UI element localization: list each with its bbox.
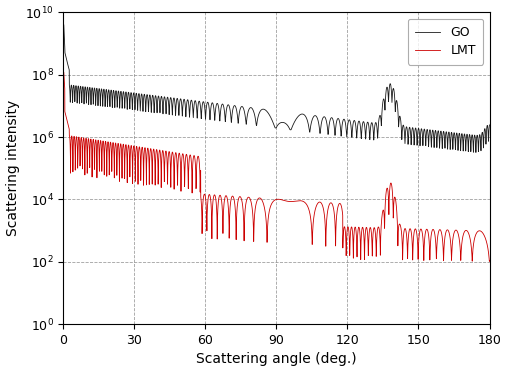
GO xyxy=(152,98,158,103)
LMT xyxy=(152,157,158,161)
LMT xyxy=(486,259,492,263)
LMT xyxy=(318,201,324,205)
Line: GO: GO xyxy=(63,25,489,153)
LMT xyxy=(325,205,332,209)
LMT xyxy=(486,259,492,264)
LMT xyxy=(179,152,186,157)
GO xyxy=(473,150,479,155)
Line: LMT: LMT xyxy=(63,72,489,262)
GO xyxy=(486,124,492,129)
GO xyxy=(60,23,66,27)
X-axis label: Scattering angle (deg.): Scattering angle (deg.) xyxy=(196,352,357,366)
GO xyxy=(325,128,332,133)
GO xyxy=(318,123,324,128)
LMT xyxy=(486,257,492,261)
GO xyxy=(446,130,452,134)
Legend: GO, LMT: GO, LMT xyxy=(408,19,483,65)
LMT xyxy=(446,230,452,235)
LMT xyxy=(60,70,66,74)
Y-axis label: Scattering intensity: Scattering intensity xyxy=(6,100,20,236)
GO xyxy=(486,123,492,127)
GO xyxy=(179,113,186,118)
